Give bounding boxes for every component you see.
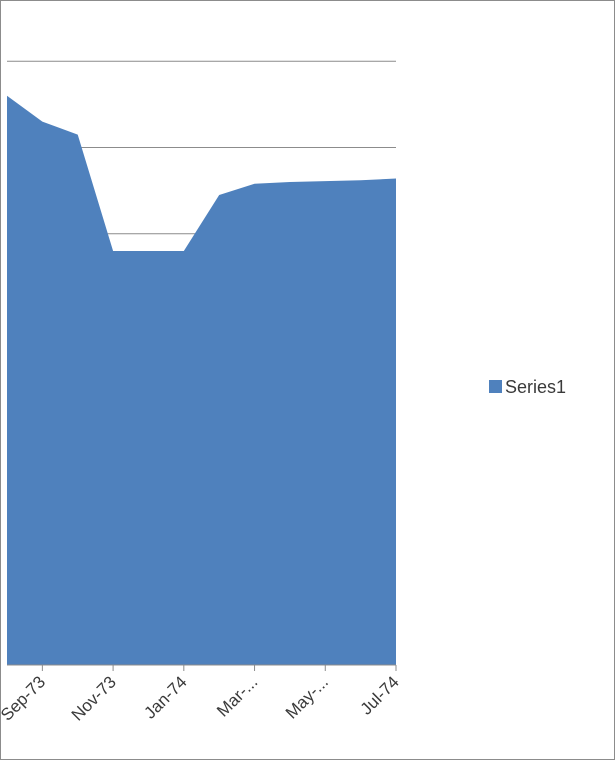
series-areas <box>7 95 396 665</box>
x-axis <box>7 664 397 671</box>
series-area <box>7 95 396 665</box>
legend: Series1 <box>489 377 566 397</box>
legend-label: Series1 <box>505 377 566 397</box>
legend-swatch <box>489 380 502 393</box>
